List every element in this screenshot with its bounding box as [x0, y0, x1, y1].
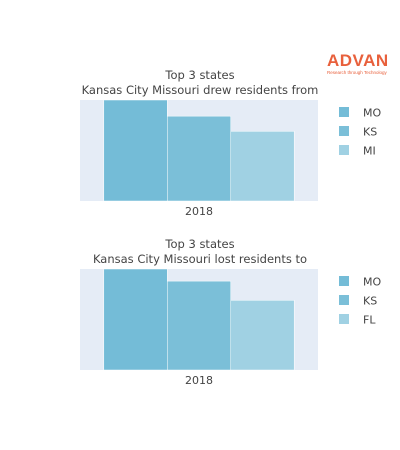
- legend-swatch: [339, 126, 349, 136]
- legend-label: MO: [363, 276, 381, 289]
- x-tick-label: 2018: [185, 205, 213, 215]
- bar-mo: [103, 268, 168, 371]
- chart-title-line: Top 3 states: [164, 68, 234, 82]
- bar-ks: [167, 115, 231, 202]
- bar-mo: [103, 99, 168, 202]
- legend-swatch: [339, 276, 349, 286]
- legend-label: MO: [363, 107, 381, 120]
- legend-label: KS: [363, 126, 377, 139]
- chart-title-line: Kansas City Missouri drew residents from: [82, 83, 319, 97]
- logo-wordmark: ADVAN: [327, 51, 389, 70]
- chart-title-line: Top 3 states: [164, 237, 234, 251]
- legend-label: FL: [363, 314, 376, 327]
- x-tick-label: 2018: [185, 374, 213, 384]
- legend-swatch: [339, 295, 349, 305]
- logo-tagline: Research through Technology: [327, 70, 387, 75]
- legend-swatch: [339, 314, 349, 324]
- bar-ks: [167, 280, 231, 371]
- bar-mi: [230, 131, 295, 202]
- legend-swatch: [339, 107, 349, 117]
- legend-label: KS: [363, 295, 377, 308]
- chart-title-line: Kansas City Missouri lost residents to: [93, 252, 307, 266]
- advan-logo: ADVAN Research through Technology: [327, 52, 395, 76]
- legend-swatch: [339, 145, 349, 155]
- bar-fl: [230, 300, 295, 371]
- legend-label: MI: [363, 145, 376, 158]
